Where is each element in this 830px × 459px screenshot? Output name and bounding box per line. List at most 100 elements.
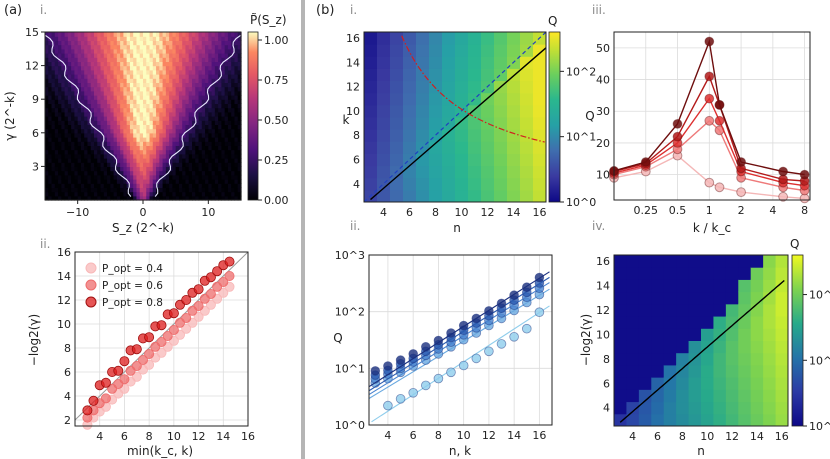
a-i-heat-cell [175,99,180,104]
a-i-heat-cell [103,111,108,117]
a-i-heat-cell [90,78,95,83]
a-i-heat-cell [107,48,111,54]
b-i-frame [363,31,547,203]
a-i-heat-cell [77,36,82,41]
a-i-heat-cell [97,124,102,130]
a-i-heat-cell [218,128,222,134]
a-i-heat-cell [175,82,180,88]
a-i-heat-cell [87,111,92,117]
a-i-heat-cell [172,124,177,130]
a-i-heat-cell [136,128,141,134]
b-iv-heat-cell [614,303,627,317]
a-i-heat-cell [110,90,115,96]
a-i-heat-cell [116,149,121,155]
a-i-heat-cell [110,120,115,125]
a-i-heat-cell [120,179,124,184]
a-i-heat-cell [94,61,98,67]
a-i-heat-cell [103,95,108,100]
a-i-heat-cell [107,78,111,83]
a-i-heat-cell [218,132,222,138]
a-i-xtick-label: 10 [201,206,215,219]
b-i-heat-cell [390,153,404,167]
a-i-heat-cell [133,166,138,172]
b-iii-point-l1 [778,191,788,202]
a-i-heat-cell [152,90,157,96]
a-i-heat-cell [195,132,200,138]
a-i-heat-cell [107,124,111,130]
a-i-heat-cell [182,107,187,113]
a-i-heat-cell [87,149,92,155]
b-i-heat-cell [416,56,430,69]
a-i-heat-cell [198,61,203,67]
b-i-heat-cell [481,56,495,69]
a-i-heat-cell [77,120,82,125]
a-i-heat-cell [195,95,200,100]
a-i-heat-cell [224,187,229,193]
a-i-heat-cell [146,120,151,125]
a-i-heat-cell [139,40,144,46]
a-i-heat-cell [100,158,105,163]
a-i-heat-cell [185,86,190,92]
a-i-heat-cell [133,149,138,155]
a-i-heat-cell [94,162,98,167]
a-i-heat-cell [77,183,82,188]
b-i-cbar-tick-label: 10^2 [566,65,596,78]
a-i-heat-cell [156,36,160,41]
b-i-heat-cell [507,129,521,142]
a-i-heat-cell [100,99,105,104]
a-i-heat-cell [71,48,75,54]
a-i-heat-cell [211,95,216,100]
a-i-heat-cell [90,166,95,172]
a-i-heat-cell [107,162,111,167]
b-iv-heat-cell [638,377,652,390]
a-i-heat-cell [94,69,98,75]
a-i-heat-cell [77,179,82,184]
a-i-heat-cell [143,145,147,151]
a-i-heat-cell [77,149,82,155]
a-i-heat-cell [54,162,59,167]
a-i-heat-cell [178,183,183,188]
a-i-heat-cell [201,86,206,92]
a-i-heat-cell [146,149,151,155]
b-iv-heat-cell [701,303,714,317]
a-i-heat-cell [192,170,196,176]
a-i-heat-cell [116,111,121,117]
a-i-heat-cell [123,111,128,117]
a-i-heat-cell [221,191,226,197]
a-i-heat-cell [116,44,121,50]
a-i-heat-cell [218,124,222,130]
a-i-heat-cell [218,166,222,172]
a-i-heat-cell [152,149,157,155]
a-ii-point-s2 [205,288,216,299]
a-i-heat-cell [182,158,187,163]
a-i-heat-cell [126,82,131,88]
b-iv-heat-cell [701,364,714,378]
a-i-heat-cell [74,170,79,176]
a-i-heat-cell [64,86,69,92]
a-i-heat-cell [116,36,121,41]
a-i-heat-cell [156,32,160,37]
a-i-heat-cell [48,82,53,88]
b-iv-heat-cell [651,389,665,403]
a-i-heat-cell [113,57,118,62]
a-i-heat-cell [221,69,226,75]
b-iv-ytick-label: 16 [596,255,610,268]
a-i-heat-cell [97,141,102,146]
b-iii-xtick-label: 2 [738,204,745,217]
b-i-heat-cell [416,153,430,167]
a-ii-point-s2 [162,330,173,341]
b-i-heat-cell [429,32,443,45]
a-i-heat-cell [136,183,141,188]
b-i-heat-cell [455,68,469,82]
a-i-heat-cell [129,174,134,180]
b-i-heat-cell [455,177,469,191]
a-i-heat-cell [77,74,82,79]
a-i-heat-cell [159,53,164,58]
a-i-heat-cell [182,170,187,176]
a-i-heat-cell [185,44,190,50]
a-i-heat-cell [139,174,144,180]
b-ii-fit-line-s5 [368,271,550,388]
a-ii-point-s2 [224,270,235,281]
a-i-heat-cell [195,86,200,92]
a-i-heat-cell [227,187,232,193]
